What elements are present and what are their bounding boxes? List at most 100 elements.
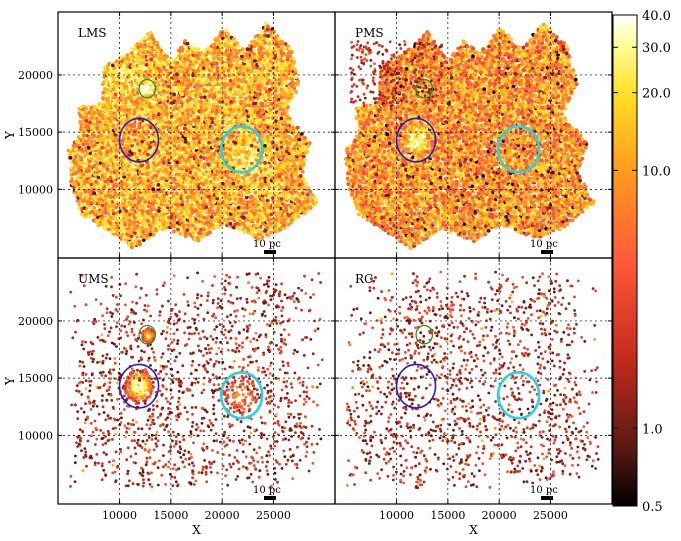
density-point: [269, 96, 273, 101]
density-point: [148, 145, 153, 149]
density-point: [124, 59, 129, 64]
density-point: [87, 207, 92, 212]
density-point: [214, 224, 218, 228]
density-point: [217, 93, 222, 97]
density-point: [269, 101, 274, 106]
density-point: [176, 194, 181, 199]
density-point: [282, 78, 287, 83]
density-point: [214, 173, 218, 177]
density-point: [184, 54, 189, 58]
density-point: [187, 203, 192, 208]
density-point: [213, 212, 217, 216]
density-point: [103, 184, 107, 189]
density-point: [132, 182, 137, 187]
density-point: [202, 177, 206, 181]
density-point: [279, 209, 284, 214]
density-point: [108, 148, 113, 152]
density-point: [199, 99, 204, 104]
density-point: [133, 132, 137, 137]
density-point: [194, 145, 199, 150]
density-point: [245, 47, 250, 51]
density-point: [111, 203, 116, 208]
density-point: [95, 125, 100, 130]
density-point: [239, 99, 244, 104]
density-point: [263, 161, 268, 165]
density-point: [180, 200, 185, 204]
density-point: [191, 149, 196, 153]
density-point: [127, 78, 131, 83]
density-point: [181, 114, 186, 118]
density-point: [258, 166, 263, 171]
density-point: [281, 51, 286, 56]
density-point: [92, 205, 97, 210]
density-point: [279, 62, 284, 67]
density-point: [136, 45, 141, 50]
density-point: [148, 189, 153, 194]
density-point: [175, 112, 180, 117]
density-point: [108, 183, 113, 187]
density-point: [144, 123, 148, 127]
density-point: [159, 184, 164, 189]
density-point: [214, 119, 218, 124]
density-point: [224, 203, 229, 208]
density-point: [140, 169, 145, 174]
density-point: [238, 61, 243, 65]
density-point: [109, 110, 114, 115]
density-point: [161, 209, 166, 214]
density-point: [279, 133, 284, 138]
density-point: [256, 170, 261, 175]
density-point: [287, 135, 292, 140]
density-point: [157, 157, 162, 162]
density-point: [140, 196, 145, 201]
density-point: [155, 59, 160, 64]
density-point: [218, 204, 223, 209]
density-point: [130, 143, 135, 148]
density-point: [118, 200, 122, 205]
density-point: [164, 173, 169, 178]
density-point: [194, 60, 199, 65]
density-point: [141, 238, 146, 243]
density-point: [100, 145, 105, 150]
density-point: [130, 64, 135, 68]
density-point: [103, 199, 108, 203]
density-point: [183, 74, 187, 79]
density-point: [143, 42, 147, 47]
density-point: [266, 24, 270, 29]
density-point: [170, 97, 175, 102]
density-point: [239, 64, 244, 68]
density-point: [281, 90, 286, 95]
density-point: [287, 93, 291, 98]
density-point: [167, 75, 172, 80]
density-point: [113, 191, 118, 196]
density-point: [189, 122, 193, 126]
density-point: [223, 77, 228, 81]
density-point: [218, 166, 223, 171]
density-point: [229, 92, 234, 97]
density-point: [204, 60, 209, 65]
density-point: [275, 181, 279, 185]
density-point: [140, 203, 145, 208]
density-point: [87, 104, 91, 109]
density-point: [234, 54, 239, 59]
density-point: [194, 208, 199, 213]
density-point: [140, 87, 145, 91]
density-point: [172, 177, 177, 181]
density-point: [187, 159, 192, 163]
density-point: [175, 191, 179, 196]
density-point: [226, 57, 231, 62]
density-point: [159, 147, 163, 152]
density-point: [212, 200, 217, 204]
density-point: [254, 208, 258, 213]
density-point: [186, 112, 190, 116]
density-point: [85, 166, 89, 171]
density-point: [284, 81, 289, 86]
density-point: [129, 234, 134, 239]
density-point: [220, 214, 225, 219]
density-point: [130, 187, 135, 191]
density-point: [138, 242, 142, 247]
density-point: [267, 78, 271, 83]
density-point: [269, 57, 274, 62]
density-point: [255, 173, 259, 177]
density-point: [223, 175, 228, 180]
density-point: [261, 90, 266, 94]
